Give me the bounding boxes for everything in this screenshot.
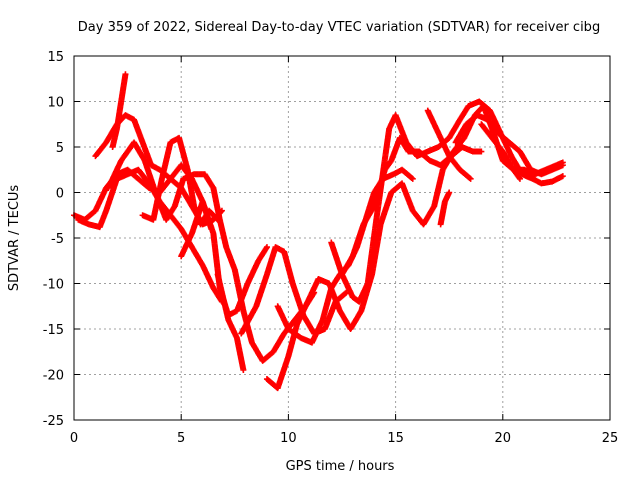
- series-sat-f: [139, 134, 221, 228]
- y-tick-label: -25: [43, 414, 64, 429]
- data-point: [263, 244, 270, 251]
- data-point: [466, 175, 473, 182]
- y-axis-title: SDTVAR / TECUs: [7, 185, 22, 292]
- data-series: [71, 71, 566, 392]
- series-sat-n: [424, 107, 474, 182]
- y-tick-label: 15: [47, 50, 64, 65]
- series-sat-m: [328, 98, 566, 305]
- data-point: [467, 175, 474, 182]
- data-point: [213, 215, 220, 222]
- data-point: [446, 189, 453, 196]
- x-tick-label: 10: [280, 431, 297, 446]
- series-sat-o: [437, 189, 453, 228]
- series-sat-h: [214, 271, 247, 373]
- x-tick-label: 0: [70, 431, 78, 446]
- y-tick-label: 10: [47, 96, 64, 111]
- data-point: [516, 174, 523, 181]
- x-tick-label: 20: [495, 431, 512, 446]
- y-tick-label: 0: [56, 187, 64, 202]
- x-axis-title: GPS time / hours: [286, 459, 395, 474]
- data-point: [478, 148, 485, 155]
- data-point: [408, 175, 415, 182]
- series-sat-b: [75, 166, 225, 305]
- series-sat-q: [478, 121, 523, 182]
- series-sat-j: [263, 103, 566, 392]
- series-sat-d: [109, 71, 129, 150]
- data-point: [122, 71, 129, 78]
- x-tick-label: 5: [177, 431, 185, 446]
- data-point: [240, 366, 247, 373]
- data-point: [214, 216, 221, 223]
- data-point: [516, 175, 523, 182]
- data-point: [559, 173, 566, 180]
- data-point: [409, 175, 416, 182]
- x-tick-label: 15: [387, 431, 404, 446]
- y-tick-label: -10: [43, 278, 64, 293]
- chart-title: Day 359 of 2022, Sidereal Day-to-day VTE…: [78, 20, 600, 35]
- series-sat-g: [178, 198, 270, 319]
- x-tick-label: 25: [602, 431, 619, 446]
- y-tick-label: -5: [51, 232, 64, 247]
- y-tick-label: 5: [56, 141, 64, 156]
- data-point: [559, 162, 566, 169]
- data-point: [342, 290, 349, 297]
- grid-lines: [74, 56, 610, 420]
- axis-ticks: 0 5 10 15 20 25 -25 -20 -15 -10 -5 0 5 10 15: [43, 50, 619, 446]
- y-tick-label: -15: [43, 323, 64, 338]
- series-sat-p: [452, 112, 566, 178]
- y-tick-label: -20: [43, 369, 64, 384]
